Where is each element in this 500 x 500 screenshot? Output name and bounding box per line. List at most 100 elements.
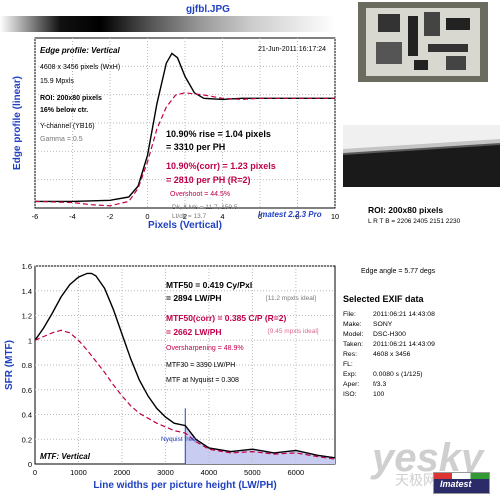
exif-value: 2011:06:21 14:43:08 <box>373 311 435 318</box>
exif-key: Model: <box>343 331 364 338</box>
mtf-series <box>34 272 336 460</box>
edge-x-tick: 0 <box>145 212 149 221</box>
exif-value: 4608 x 3456 <box>373 351 411 358</box>
edge-size: 4608 x 3456 pixels (WxH) <box>40 64 121 71</box>
mtf-x-tick: 5000 <box>244 468 261 477</box>
mtf30: MTF30 = 3390 LW/PH <box>166 362 236 369</box>
mtf-y-tick: 0.6 <box>22 386 32 395</box>
mtf50-corr: MTF50(corr) = 0.385 C/P (R=2) <box>166 313 287 323</box>
mtf-y-tick: 1.2 <box>22 312 32 321</box>
edge-roi: ROI: 200x80 pixels <box>40 95 102 102</box>
imatest-logo-text: Imatest <box>440 479 472 489</box>
mtf50-ideal: [11.2 mpxls ideal] <box>266 295 317 302</box>
edge-xlabel: Pixels (Vertical) <box>148 220 222 231</box>
edge-ltdk: Lt/dk = 13.7 <box>172 213 207 220</box>
mtf-x-ticks: 0 1000 2000 3000 4000 5000 6000 <box>33 468 304 477</box>
exif-key: Taken: <box>343 341 364 348</box>
edge-title: Edge profile: Vertical <box>40 46 120 55</box>
exif-key: File: <box>343 311 356 318</box>
exif-row: Exp: 0.0080 s (1/125) <box>343 371 498 381</box>
edge-dk-lt: Dk, lt lvls = 11.7, 159.5 <box>172 204 238 211</box>
imatest-version: Imatest 2.2.3 Pro <box>258 210 322 219</box>
exif-key: ISO: <box>343 391 357 398</box>
edge-ylabel: Edge profile (linear) <box>12 76 23 170</box>
nyquist-shade <box>185 425 335 464</box>
exif-value: f/3.3 <box>373 381 387 388</box>
exif-row: Aper: f/3.3 <box>343 381 498 391</box>
exif-value: 0.0080 s (1/125) <box>373 371 423 378</box>
exif-table: File: 2011:06:21 14:43:08 Make: SONY Model: D… <box>343 311 498 401</box>
edge-gamma: Gamma = 0.5 <box>40 136 83 143</box>
mtf-chart: 0 1000 2000 3000 4000 5000 6000 0 0.2 0.4 0.6 0.8 1… <box>4 262 336 491</box>
edge-channel: Y-channel (YB16) <box>40 123 95 130</box>
roi-crop-image <box>343 125 500 187</box>
edge-grid <box>34 38 336 208</box>
exif-row: FL: <box>343 361 498 371</box>
edge-overshoot: Overshoot = 44.5% <box>170 191 231 198</box>
watermark-brand-cn: 天极网 <box>395 472 437 488</box>
mtf-measured-line <box>34 272 336 459</box>
mtf-x-tick: 0 <box>33 468 37 477</box>
edge-x-tick: -6 <box>32 212 39 221</box>
roi-label: ROI: 200x80 pixels <box>368 205 444 215</box>
mtf-y-tick: 0 <box>28 460 32 469</box>
edge-corr: 10.90%(corr) = 1.23 pixels <box>166 161 276 171</box>
edge-x-tick: 6 <box>258 212 262 221</box>
mtf-y-tick: 1.4 <box>22 287 32 296</box>
exif-key: Res: <box>343 351 357 358</box>
mtf-xlabel: Line widths per picture height (LW/PH) <box>93 480 276 491</box>
exif-title: Selected EXIF data <box>343 294 424 304</box>
mtf-title: MTF: Vertical <box>40 452 90 461</box>
edge-rise: 10.90% rise = 1.04 pixels <box>166 129 271 139</box>
edge-x-tick: 8 <box>295 212 299 221</box>
mtf-ylabel: SFR (MTF) <box>4 340 15 390</box>
edge-profile-chart: -6 -4 -2 0 2 4 6 8 10 Pixels (Vertical) Edge pro… <box>12 37 339 231</box>
mtf-y-tick: 0.8 <box>22 361 32 370</box>
exif-value: 100 <box>373 391 385 398</box>
edge-corr-ph: = 2810 per PH (R=2) <box>166 175 251 185</box>
roi-lrtb: L R T B = 2206 2405 2151 2230 <box>368 218 461 225</box>
exif-value: DSC-H300 <box>373 331 406 338</box>
edge-date: 21-Jun-2011 16:17:24 <box>258 46 326 53</box>
mtf-x-tick: 2000 <box>114 468 131 477</box>
mtf-x-tick: 6000 <box>288 468 305 477</box>
mtf-corrected-line <box>34 329 336 460</box>
mtf-nyquist: MTF at Nyquist = 0.308 <box>166 377 239 384</box>
imatest-logo: Imatest <box>433 472 490 494</box>
mtf-x-tick: 3000 <box>157 468 174 477</box>
edge-mpxls: 15.9 Mpxls <box>40 78 74 85</box>
exif-row: File: 2011:06:21 14:43:08 <box>343 311 498 321</box>
edge-series <box>34 52 335 207</box>
exif-key: Aper: <box>343 381 360 388</box>
edge-angle: Edge angle = 5.77 degs <box>361 268 436 275</box>
oversharpening: Oversharpening = 48.9% <box>166 345 244 352</box>
gradient-strip <box>0 16 335 32</box>
mtf-y-tick: 0.2 <box>22 435 32 444</box>
edge-x-tick: 10 <box>331 212 339 221</box>
exif-row: Make: SONY <box>343 321 498 331</box>
edge-roi-pct: 16% below ctr. <box>40 107 89 114</box>
file-title: gjfbl.JPG <box>186 4 230 15</box>
mtf-y-tick: 1 <box>28 336 32 345</box>
exif-key: FL: <box>343 361 353 368</box>
exif-key: Make: <box>343 321 362 328</box>
exif-row: ISO: 100 <box>343 391 498 401</box>
mtf50-corr-lw: = 2662 LW/PH <box>166 327 222 337</box>
edge-x-tick: 2 <box>183 212 187 221</box>
exif-row: Taken: 2011:06:21 14:43:09 <box>343 341 498 351</box>
exif-row: Res: 4608 x 3456 <box>343 351 498 361</box>
mtf-x-tick: 1000 <box>70 468 87 477</box>
mtf-y-ticks: 0 0.2 0.4 0.6 0.8 1 1.2 1.4 1.6 <box>22 262 32 469</box>
mtf-y-tick: 1.6 <box>22 262 32 271</box>
exif-value: 2011:06:21 14:43:09 <box>373 341 435 348</box>
mtf50-lw: = 2894 LW/PH <box>166 293 222 303</box>
edge-x-tick: -4 <box>69 212 76 221</box>
mtf50-corr-ideal: [9.45 mpxls ideal] <box>268 328 319 335</box>
edge-x-tick: 4 <box>220 212 224 221</box>
mtf-y-tick: 0.4 <box>22 411 32 420</box>
nyquist-label: Nyquist freq. <box>161 436 198 443</box>
test-chart-thumbnail <box>358 2 488 82</box>
mtf-grid <box>35 265 335 464</box>
exif-value: SONY <box>373 321 393 328</box>
exif-key: Exp: <box>343 371 357 378</box>
